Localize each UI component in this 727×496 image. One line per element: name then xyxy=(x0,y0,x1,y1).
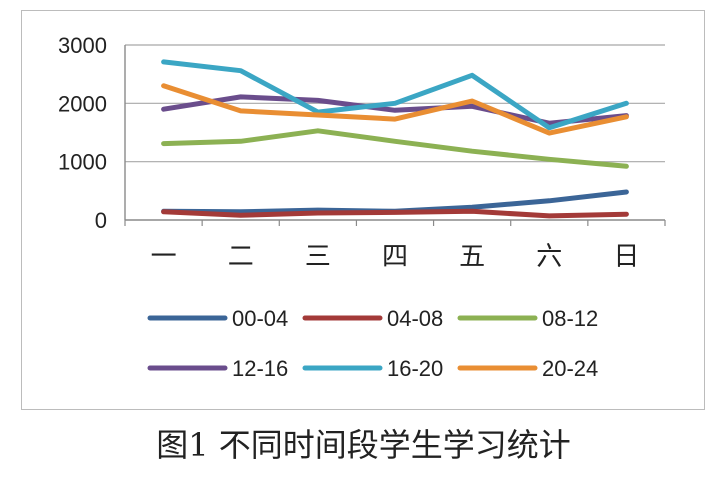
series-line-16-20 xyxy=(161,59,629,131)
x-tick-label-6: 六 xyxy=(536,242,562,272)
x-tick-label-5: 五 xyxy=(459,242,485,272)
legend-label-00-04: 00-04 xyxy=(232,306,288,331)
x-tick-label-4: 四 xyxy=(382,242,408,272)
x-tick-label-1: 一 xyxy=(151,242,177,272)
figure-caption: 图1 不同时间段学生学习统计 xyxy=(156,426,571,464)
legend-label-12-16: 12-16 xyxy=(232,356,288,381)
legend-label-16-20: 16-20 xyxy=(387,356,443,381)
legend-label-20-24: 20-24 xyxy=(542,356,598,381)
y-tick-label: 2000 xyxy=(58,91,107,116)
chart-frame xyxy=(21,10,705,410)
y-tick-label: 3000 xyxy=(58,33,107,58)
y-tick-label: 0 xyxy=(95,208,107,233)
x-tick-label-2: 二 xyxy=(228,242,254,272)
line-chart: 0 1000 2000 3000 一 二 三 四 五 六 日 00-04 04-08 08-12 12-16… xyxy=(58,33,666,381)
series-line-12-16 xyxy=(161,94,629,126)
x-tick-label-3: 三 xyxy=(305,242,331,272)
x-tick-label-7: 日 xyxy=(613,242,639,272)
series-line-04-08 xyxy=(161,208,629,219)
legend-label-04-08: 04-08 xyxy=(387,306,443,331)
y-tick-label: 1000 xyxy=(58,150,107,175)
series-line-08-12 xyxy=(161,128,629,169)
legend-label-08-12: 08-12 xyxy=(542,306,598,331)
series-line-00-04 xyxy=(161,189,629,215)
series-line-20-24 xyxy=(161,83,629,136)
